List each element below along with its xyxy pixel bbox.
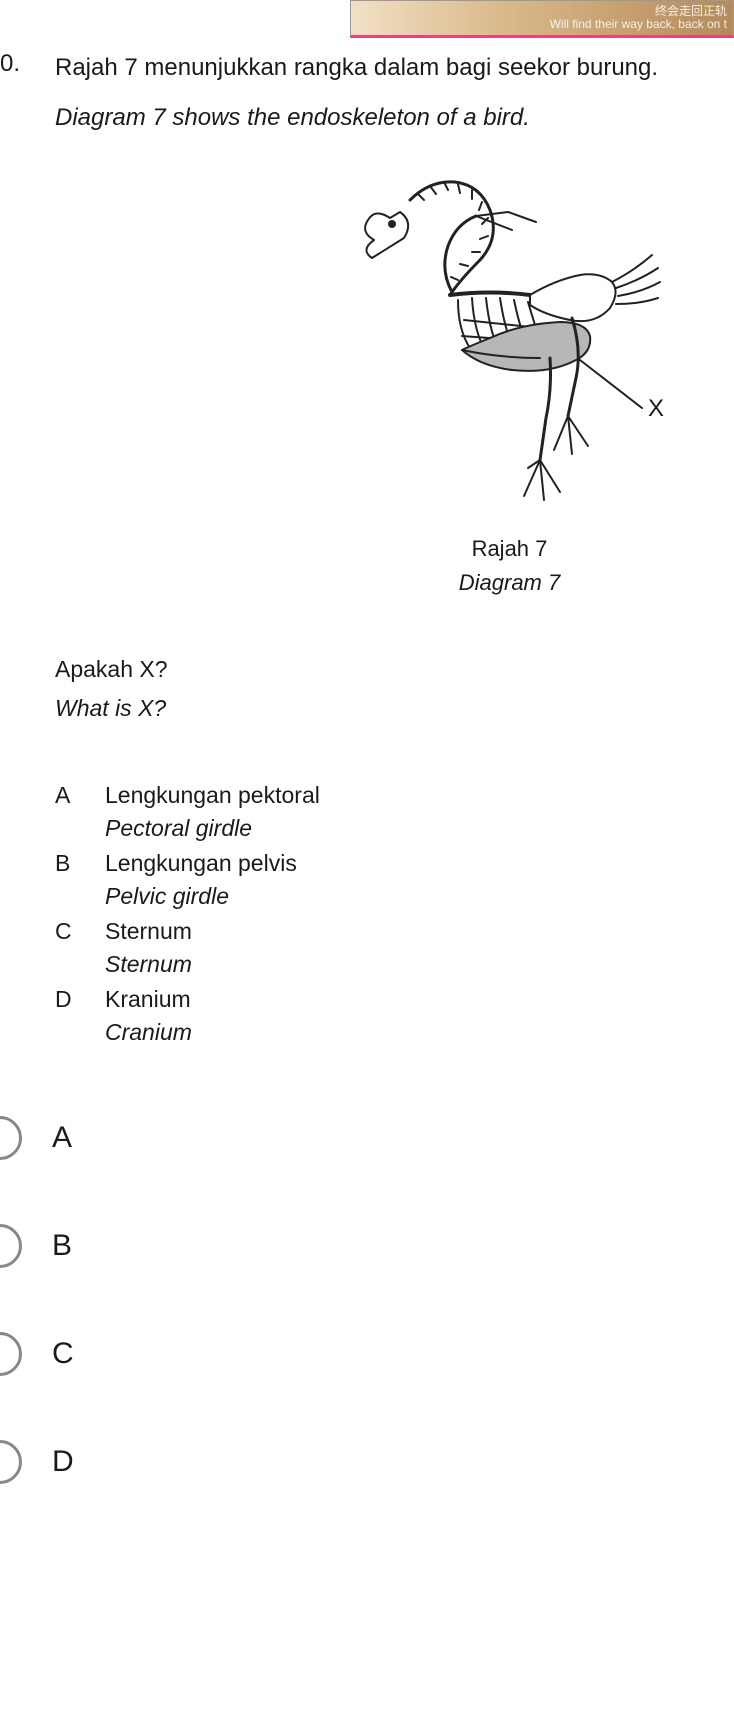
question-number: 0. [0, 50, 20, 78]
answer-label: A [52, 1121, 72, 1155]
option-letter: D [55, 986, 105, 1013]
diagram-caption-en: Diagram 7 [459, 570, 560, 596]
sub-question: Apakah X? What is X? [55, 656, 724, 722]
question-text-ms: Rajah 7 menunjukkan rangka dalam bagi se… [55, 50, 724, 86]
option-text-en: Cranium [105, 1019, 192, 1046]
question-content: Rajah 7 menunjukkan rangka dalam bagi se… [0, 0, 734, 1484]
question-text-en: Diagram 7 shows the endoskeleton of a bi… [55, 100, 724, 136]
option-letter: C [55, 918, 105, 945]
diagram-label-x: X [648, 395, 664, 422]
answer-label: B [52, 1229, 72, 1263]
option-item: C Sternum Sternum [55, 918, 724, 978]
option-list: A Lengkungan pektoral Pectoral girdle B … [55, 782, 724, 1046]
radio-icon [0, 1116, 22, 1160]
answer-radio-c[interactable]: C [0, 1332, 724, 1376]
answer-radio-d[interactable]: D [0, 1440, 724, 1484]
answer-label: C [52, 1337, 74, 1371]
banner-text: 终会走回正轨 Will find their way back, back on… [550, 5, 727, 31]
answer-radio-a[interactable]: A [0, 1116, 724, 1160]
option-item: A Lengkungan pektoral Pectoral girdle [55, 782, 724, 842]
answer-radio-group: A B C D [0, 1116, 724, 1484]
banner-line-2: Will find their way back, back on t [550, 18, 727, 31]
sub-question-ms: Apakah X? [55, 656, 724, 683]
option-item: D Kranium Cranium [55, 986, 724, 1046]
option-text-ms: Sternum [105, 918, 192, 945]
option-letter: B [55, 850, 105, 877]
radio-icon [0, 1440, 22, 1484]
option-text-ms: Lengkungan pektoral [105, 782, 320, 809]
bird-skeleton-diagram: X [340, 160, 680, 520]
diagram-container: X Rajah 7 Diagram 7 [295, 160, 724, 596]
option-text-ms: Lengkungan pelvis [105, 850, 297, 877]
option-text-en: Pelvic girdle [105, 883, 297, 910]
diagram-caption: Rajah 7 Diagram 7 [459, 536, 560, 596]
sub-question-en: What is X? [55, 695, 724, 722]
overlay-banner: 终会走回正轨 Will find their way back, back on… [350, 0, 734, 38]
option-text-ms: Kranium [105, 986, 192, 1013]
option-letter: A [55, 782, 105, 809]
option-text-en: Pectoral girdle [105, 815, 320, 842]
radio-icon [0, 1224, 22, 1268]
answer-label: D [52, 1445, 74, 1479]
radio-icon [0, 1332, 22, 1376]
diagram-caption-ms: Rajah 7 [459, 536, 560, 562]
option-text-en: Sternum [105, 951, 192, 978]
option-item: B Lengkungan pelvis Pelvic girdle [55, 850, 724, 910]
answer-radio-b[interactable]: B [0, 1224, 724, 1268]
